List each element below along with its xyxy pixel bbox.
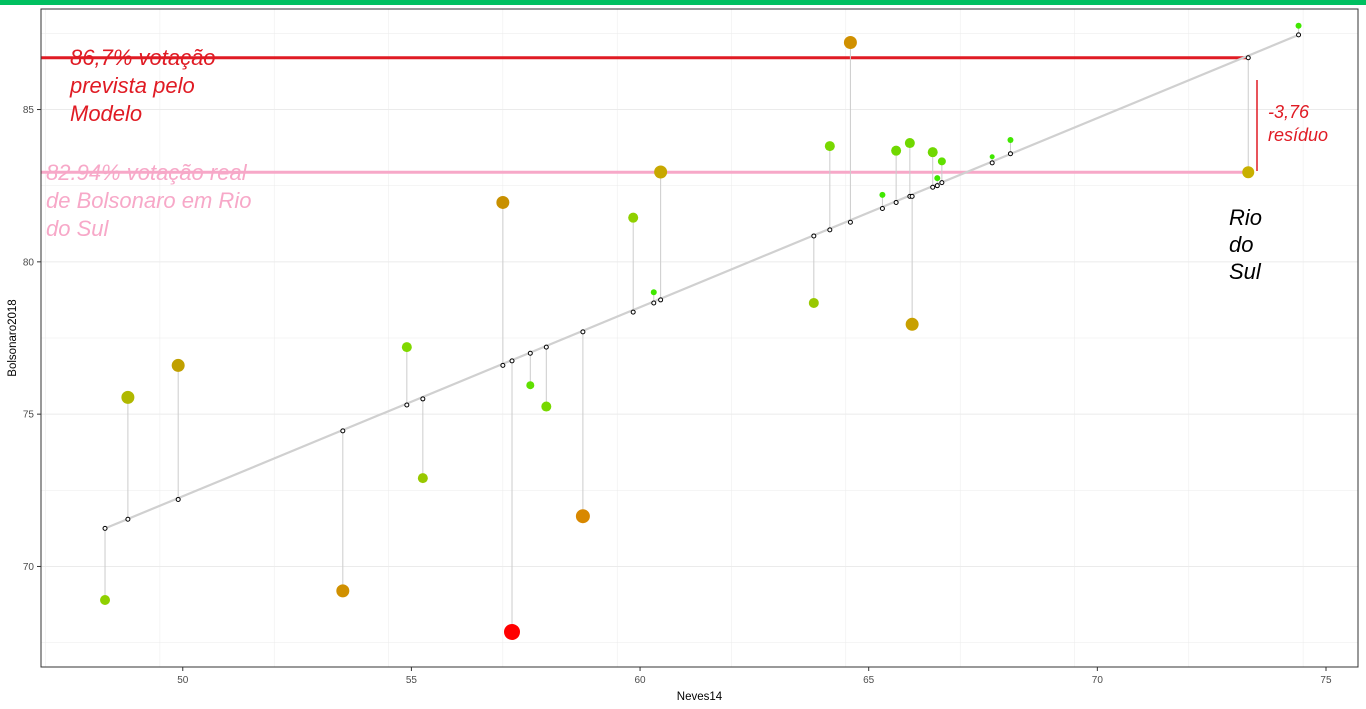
fitted-point: [420, 396, 426, 402]
data-point: [121, 390, 135, 404]
data-points: [100, 22, 1302, 640]
data-point: [541, 401, 552, 412]
city-annotation-line: do: [1229, 232, 1253, 257]
fitted-point: [651, 300, 657, 306]
fitted-point: [630, 309, 636, 315]
actual-annotation-line: de Bolsonaro em Rio: [46, 188, 251, 213]
fitted-point: [909, 193, 915, 199]
x-tick-label: 70: [1092, 675, 1104, 686]
panel-border: [40, 8, 1359, 668]
fitted-point: [893, 199, 899, 205]
fitted-point: [989, 160, 995, 166]
data-point: [654, 165, 668, 179]
x-tick-label: 75: [1320, 675, 1332, 686]
data-point: [824, 141, 835, 152]
x-tick-label: 55: [406, 675, 418, 686]
y-tick-label: 80: [23, 257, 35, 268]
fitted-point: [1007, 151, 1013, 157]
data-point: [989, 154, 995, 160]
city-annotation-line: Rio: [1229, 205, 1262, 230]
data-point: [171, 358, 185, 372]
data-point: [496, 195, 510, 209]
data-point: [905, 317, 919, 331]
data-point: [628, 212, 639, 223]
x-axis-title: Neves14: [677, 691, 723, 703]
data-point: [934, 175, 941, 182]
data-point: [1295, 22, 1302, 29]
fitted-point: [811, 233, 817, 239]
city-annotation-line: Sul: [1229, 259, 1262, 284]
residual-annotation-line: resíduo: [1268, 125, 1328, 145]
fitted-point: [930, 184, 936, 190]
fitted-point: [658, 297, 664, 303]
fitted-points: [102, 32, 1302, 531]
fitted-point: [580, 329, 586, 335]
y-tick-label: 70: [23, 562, 35, 573]
fitted-point: [543, 344, 549, 350]
y-tick-label: 75: [23, 410, 35, 421]
x-tick-label: 65: [863, 675, 875, 686]
fitted-point: [125, 516, 131, 522]
fitted-point: [500, 362, 506, 368]
regression-line: [104, 33, 1299, 530]
annotations: 86,7% votação prevista pelo Modelo 82.94% v…: [46, 45, 1328, 284]
fitted-point: [527, 350, 533, 356]
data-point: [843, 36, 857, 50]
fitted-point: [847, 219, 853, 225]
data-point: [417, 473, 428, 484]
grid: [41, 9, 1358, 667]
data-point: [575, 509, 590, 524]
fitted-point: [827, 227, 833, 233]
fitted-point: [340, 428, 346, 434]
y-axis-ticks: 70 75 80 85: [23, 105, 41, 573]
y-axis-title: Bolsonaro2018: [7, 299, 19, 376]
fitted-point: [509, 358, 515, 364]
fitted-point: [404, 402, 410, 408]
data-point: [904, 138, 915, 149]
fitted-point: [1296, 32, 1302, 38]
actual-annotation-line: do Sul: [46, 216, 109, 241]
fitted-point: [939, 180, 945, 186]
data-point: [526, 381, 535, 390]
actual-annotation-line: 82.94% votação real: [46, 160, 248, 185]
fitted-point: [934, 183, 940, 189]
data-point: [879, 191, 886, 198]
x-axis-ticks: 50 55 60 65 70 75: [177, 667, 1332, 686]
data-point: [504, 623, 521, 640]
data-point: [891, 145, 902, 156]
data-point: [650, 289, 657, 296]
data-point: [100, 594, 111, 605]
top-accent-bar: [0, 0, 1366, 5]
data-point: [401, 342, 412, 353]
x-tick-label: 50: [177, 675, 189, 686]
predicted-annotation-line: prevista pelo: [69, 73, 195, 98]
data-point: [927, 147, 938, 158]
data-point: [1007, 136, 1014, 143]
regression-line: [104, 33, 1299, 530]
fitted-point: [879, 206, 885, 212]
data-point: [336, 584, 350, 598]
predicted-annotation-line: Modelo: [70, 101, 142, 126]
predicted-annotation-line: 86,7% votação: [70, 45, 216, 70]
data-point: [808, 297, 819, 308]
data-point: [1242, 166, 1255, 179]
fitted-point: [175, 496, 181, 502]
residual-segments: [104, 25, 1300, 632]
x-tick-label: 60: [634, 675, 646, 686]
fitted-point: [1245, 55, 1251, 61]
y-tick-label: 85: [23, 105, 35, 116]
data-point: [937, 157, 946, 166]
residual-annotation-line: -3,76: [1268, 102, 1310, 122]
reference-lines: [41, 56, 1249, 174]
fitted-point: [102, 525, 108, 531]
